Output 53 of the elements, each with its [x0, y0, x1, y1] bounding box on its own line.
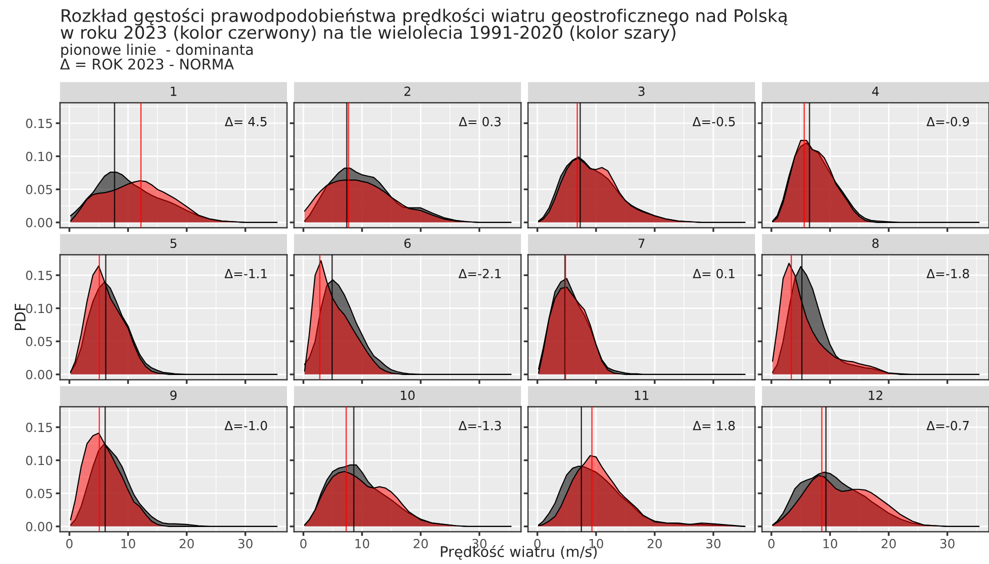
x-tick-label: 0: [768, 538, 775, 548]
y-tick-label: 0.00: [26, 218, 52, 228]
y-tick-label: 0.05: [26, 488, 52, 498]
chart-title: 4: [872, 86, 879, 96]
annotation: Δ=-1.1: [224, 269, 267, 278]
x-tick-label: 20: [414, 538, 428, 548]
annotation: Δ=-1.3: [458, 420, 501, 430]
y-tick-label: 0.00: [26, 522, 52, 532]
chart-title: 3: [638, 86, 644, 96]
chart-title: 2: [404, 86, 410, 96]
x-tick-label: 0: [300, 538, 307, 548]
x-tick-label: 20: [648, 538, 662, 548]
annotation: Δ=-2.1: [458, 268, 501, 278]
text: pionowe linie - dominanta: [61, 44, 253, 58]
x-tick-label: 30: [940, 538, 954, 548]
chart-title: 11: [634, 390, 648, 400]
chart-title: 10: [400, 390, 415, 400]
x-tick-label: 10: [823, 538, 838, 548]
chart-title: 7: [638, 238, 644, 248]
x-tick-label: 30: [238, 538, 252, 548]
x-tick-label: 20: [882, 538, 896, 548]
chart-title: 1: [170, 86, 176, 96]
annotation: Δ=-0.9: [926, 116, 969, 126]
annotation: Δ= 0.3: [458, 116, 501, 126]
x-tick-label: 30: [706, 538, 720, 548]
text: Δ = ROK 2023 - NORMA: [60, 58, 234, 70]
x-tick-label: 0: [66, 538, 73, 548]
annotation: Δ=-0.5: [692, 116, 735, 126]
chart-title: 9: [170, 390, 177, 400]
y-tick-label: 0.05: [26, 184, 52, 194]
y-axis-title: PDF: [14, 304, 26, 330]
y-tick-label: 0.00: [26, 370, 52, 380]
y-tick-label: 0.10: [26, 304, 52, 314]
y-tick-label: 0.15: [26, 270, 52, 280]
annotation: Δ=-0.7: [926, 420, 969, 430]
annotation: Δ= 1.8: [692, 420, 735, 430]
y-tick-label: 0.05: [26, 336, 52, 346]
y-tick-label: 0.15: [26, 118, 52, 128]
x-tick-label: 20: [180, 538, 194, 548]
chart-title: 12: [868, 390, 882, 400]
text: Rozkład gęstości prawodpodobieństwa prędkości wiatru geostroficznego nad Polską w roku 2023 (kolor czerwony) na tle wielolecia 1991-2020 (kolor szary): [60, 8, 788, 42]
chart-title: 8: [872, 238, 879, 248]
chart-title: 6: [404, 238, 411, 248]
x-tick-label: 10: [355, 538, 370, 548]
x-tick-label: 10: [121, 538, 136, 548]
annotation: Δ=-1.8: [926, 268, 969, 278]
y-tick-label: 0.10: [26, 456, 52, 466]
y-tick-label: 0.15: [26, 422, 52, 432]
annotation: Δ= 4.5: [224, 117, 266, 126]
annotation: Δ= 0.1: [692, 268, 734, 278]
y-tick-label: 0.10: [26, 152, 52, 162]
annotation: Δ=-1.0: [224, 420, 268, 430]
chart-title: 5: [170, 238, 176, 248]
